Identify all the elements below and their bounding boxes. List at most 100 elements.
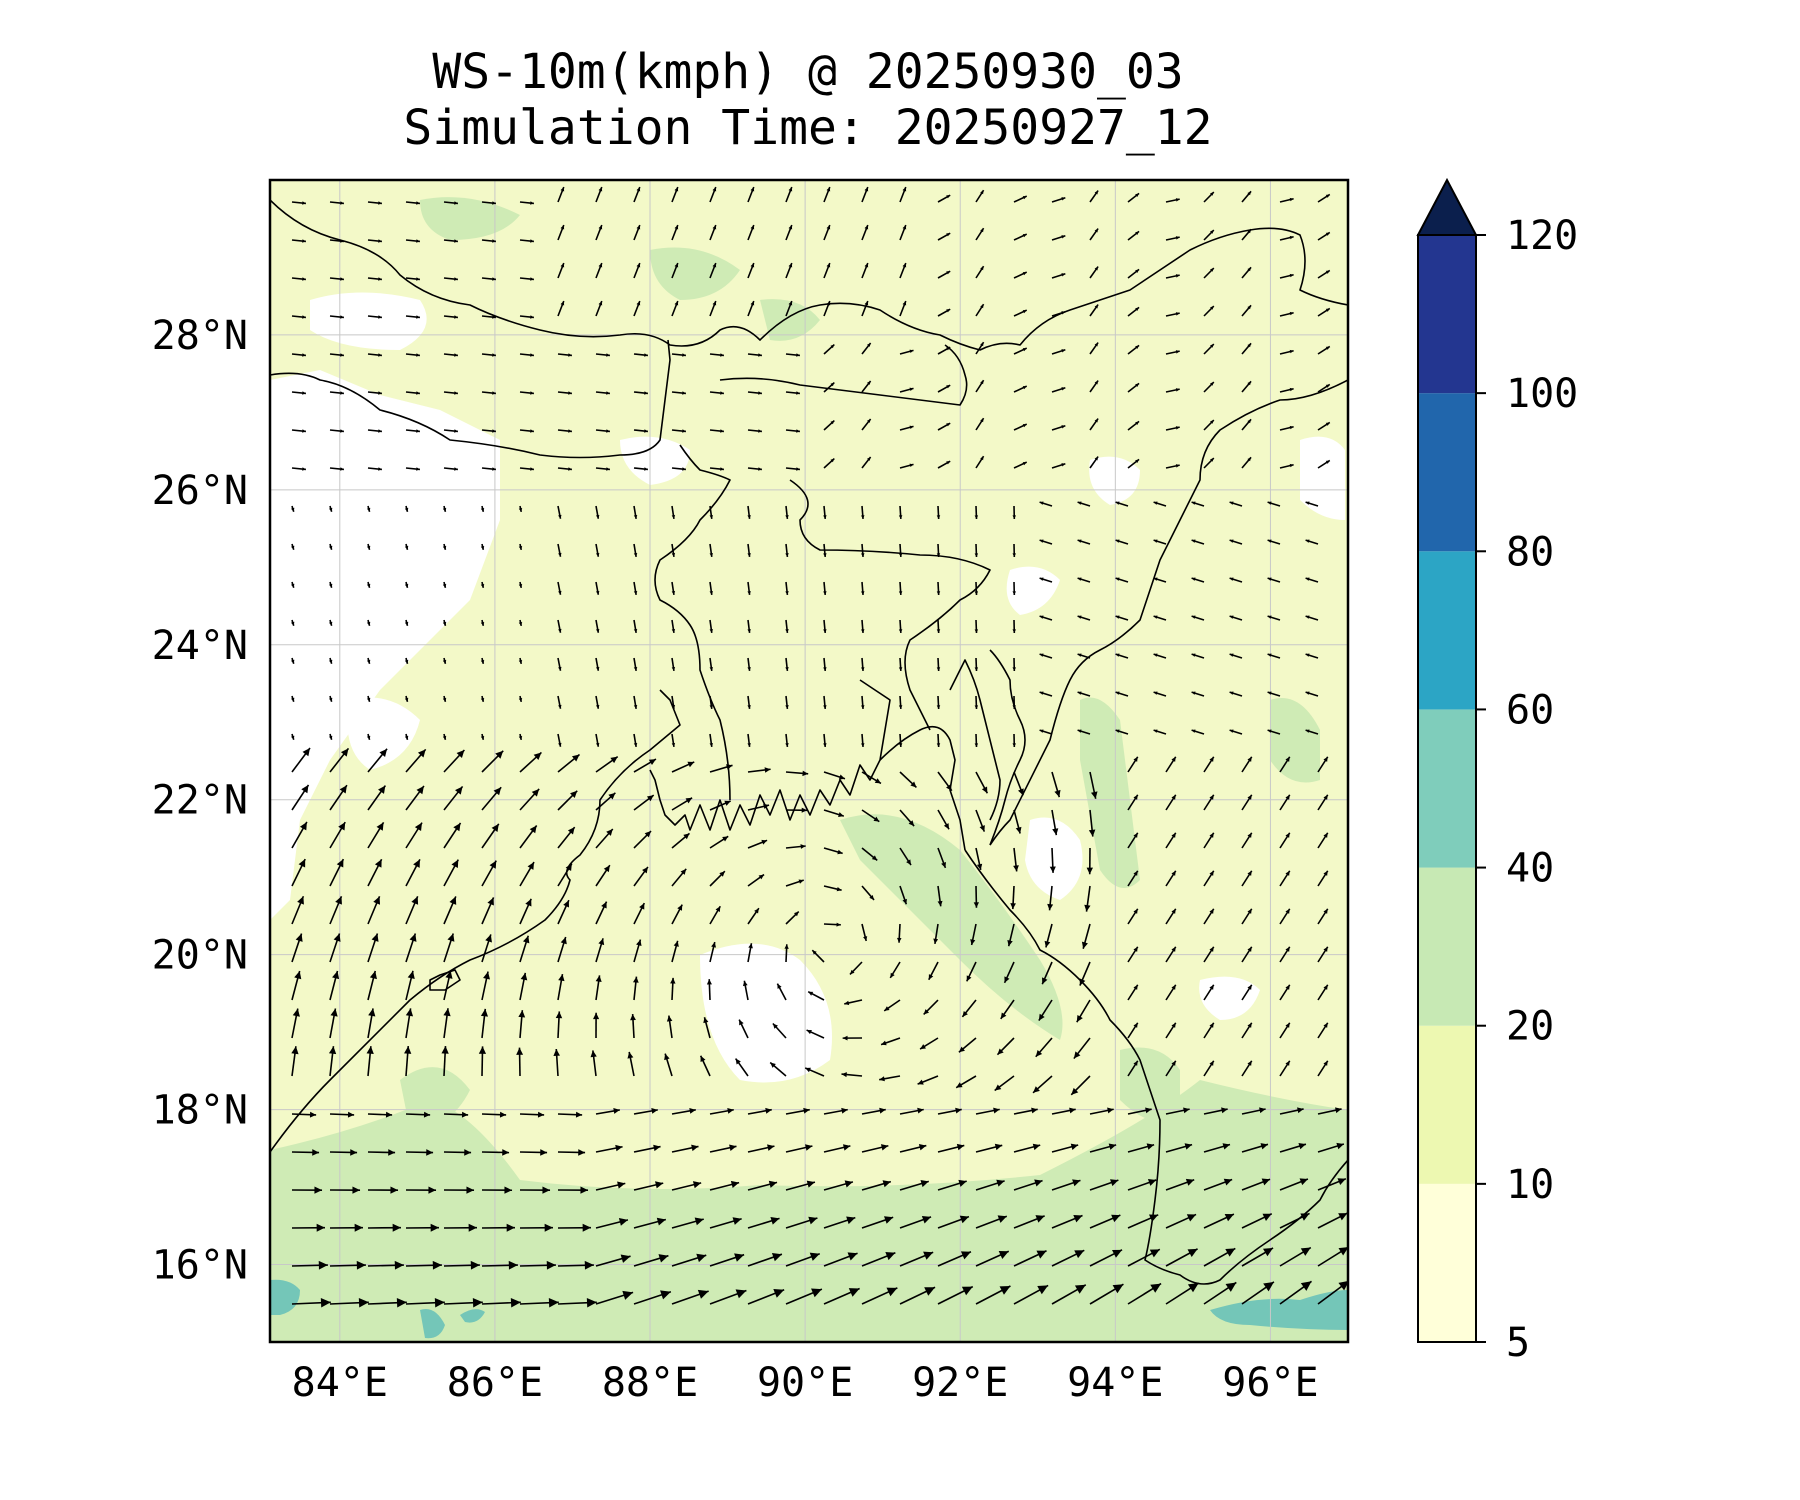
- wind-arrow-head: [1247, 870, 1252, 876]
- wind-arrow-head: [981, 786, 988, 794]
- wind-arrow-head: [732, 1217, 742, 1225]
- wind-arrow-head: [454, 239, 458, 243]
- wind-arrow-head: [1175, 198, 1180, 202]
- wind-arrow-head: [1289, 349, 1294, 354]
- wind-arrow-head: [366, 735, 371, 740]
- wind-arrow-head: [874, 778, 881, 784]
- wind-arrow-head: [844, 1180, 853, 1188]
- wind-arrow-head: [700, 1055, 706, 1062]
- wind-arrow-head: [879, 1107, 886, 1114]
- wind-arrow-head: [796, 391, 800, 395]
- wind-arrow-head: [709, 705, 714, 709]
- wind-arrow-head: [709, 743, 714, 747]
- wind-arrow-head: [706, 979, 712, 985]
- wind-arrow-head: [739, 1019, 744, 1026]
- wind-arrow-head: [1210, 344, 1214, 348]
- wind-arrow-head: [318, 1260, 328, 1270]
- wind-arrow-head: [1108, 1143, 1117, 1150]
- wind-arrow-head: [558, 666, 562, 671]
- wind-arrow-head: [388, 1149, 396, 1156]
- wind-arrow-head: [571, 754, 580, 762]
- wind-arrow-head: [923, 1251, 934, 1260]
- wind-arrow-head: [867, 418, 871, 423]
- wind-arrow-head: [1210, 268, 1214, 272]
- wind-arrow-head: [595, 666, 600, 671]
- wind-arrow-head: [1039, 691, 1044, 695]
- wind-arrow-head: [798, 879, 804, 884]
- wind-arrow-head: [1039, 615, 1044, 619]
- wind-arrow-head: [314, 1186, 323, 1194]
- wind-arrow-head: [392, 1223, 401, 1232]
- wind-arrow-head: [1077, 577, 1082, 581]
- wind-arrow-head: [525, 898, 532, 907]
- wind-arrow-head: [404, 545, 409, 550]
- wind-arrow-head: [898, 591, 903, 595]
- wind-arrow-head: [453, 822, 461, 832]
- wind-arrow-head: [291, 697, 295, 702]
- wind-arrow-head: [442, 545, 447, 550]
- wind-arrow-head: [1133, 984, 1138, 990]
- wind-arrow-head: [861, 743, 865, 747]
- wind-arrow-head: [923, 1009, 930, 1015]
- wind-arrow-head: [558, 514, 562, 519]
- colorbar-tick-label: 80: [1506, 529, 1554, 575]
- wind-arrow-head: [842, 1144, 851, 1151]
- wind-arrow-head: [785, 591, 789, 595]
- wind-arrow-head: [830, 458, 835, 463]
- wind-arrow-head: [709, 591, 714, 595]
- wind-arrow-head: [1323, 832, 1328, 838]
- wind-arrow-head: [709, 667, 714, 671]
- lat-tick-label: 20°N: [152, 933, 248, 979]
- wind-arrow-head: [1088, 829, 1096, 837]
- wind-arrow-head: [974, 515, 979, 519]
- wind-arrow-head: [546, 1260, 556, 1270]
- wind-arrow-head: [376, 822, 384, 831]
- wind-arrow-head: [1175, 426, 1180, 430]
- wind-arrow-head: [1285, 832, 1290, 838]
- wind-arrow-head: [312, 1149, 320, 1156]
- wind-arrow-head: [291, 735, 295, 740]
- wind-arrow-head: [1052, 828, 1059, 836]
- wind-arrow-head: [890, 972, 895, 978]
- wind-arrow-head: [636, 263, 641, 268]
- wind-arrow-head: [347, 1111, 355, 1118]
- wind-arrow-head: [1210, 230, 1214, 234]
- wind-arrow-head: [333, 933, 341, 942]
- wind-arrow-head: [748, 943, 753, 949]
- wind-arrow-head: [1325, 232, 1330, 236]
- wind-arrow-head: [1209, 984, 1214, 990]
- wind-arrow-head: [426, 1149, 434, 1156]
- wind-arrow-head: [366, 583, 371, 588]
- wind-arrow-head: [1171, 832, 1176, 838]
- wind-arrow-head: [1077, 539, 1082, 543]
- wind-arrow-head: [633, 742, 638, 747]
- colorbar-segment: [1418, 235, 1476, 394]
- wind-arrow-head: [979, 825, 985, 832]
- wind-arrow-head: [1224, 1213, 1234, 1222]
- wind-arrow-head: [796, 429, 800, 433]
- wind-arrow-head: [1135, 383, 1140, 388]
- wind-arrow-head: [1285, 870, 1290, 876]
- wind-arrow-head: [328, 659, 333, 664]
- wind-arrow-head: [633, 628, 638, 633]
- wind-arrow-head: [980, 456, 984, 461]
- wind-arrow-head: [691, 1144, 699, 1152]
- wind-arrow-head: [480, 545, 485, 550]
- wind-arrow-head: [770, 1216, 780, 1225]
- wind-arrow-head: [884, 1006, 890, 1011]
- wind-arrow-head: [794, 911, 799, 917]
- wind-arrow-head: [404, 697, 409, 702]
- wind-arrow-head: [302, 391, 306, 395]
- wind-arrow-head: [1084, 904, 1091, 912]
- wind-arrow-head: [1323, 908, 1328, 914]
- wind-arrow-head: [946, 271, 951, 275]
- wind-arrow-head: [291, 507, 295, 512]
- wind-arrow-head: [898, 667, 903, 671]
- wind-arrow-head: [533, 752, 542, 760]
- wind-arrow-head: [1285, 984, 1290, 990]
- wind-arrow-head: [1171, 946, 1176, 952]
- wind-arrow-head: [1081, 941, 1088, 949]
- lat-tick-label: 28°N: [152, 313, 248, 359]
- wind-arrow-head: [480, 1008, 489, 1017]
- wind-arrow-head: [350, 1149, 358, 1156]
